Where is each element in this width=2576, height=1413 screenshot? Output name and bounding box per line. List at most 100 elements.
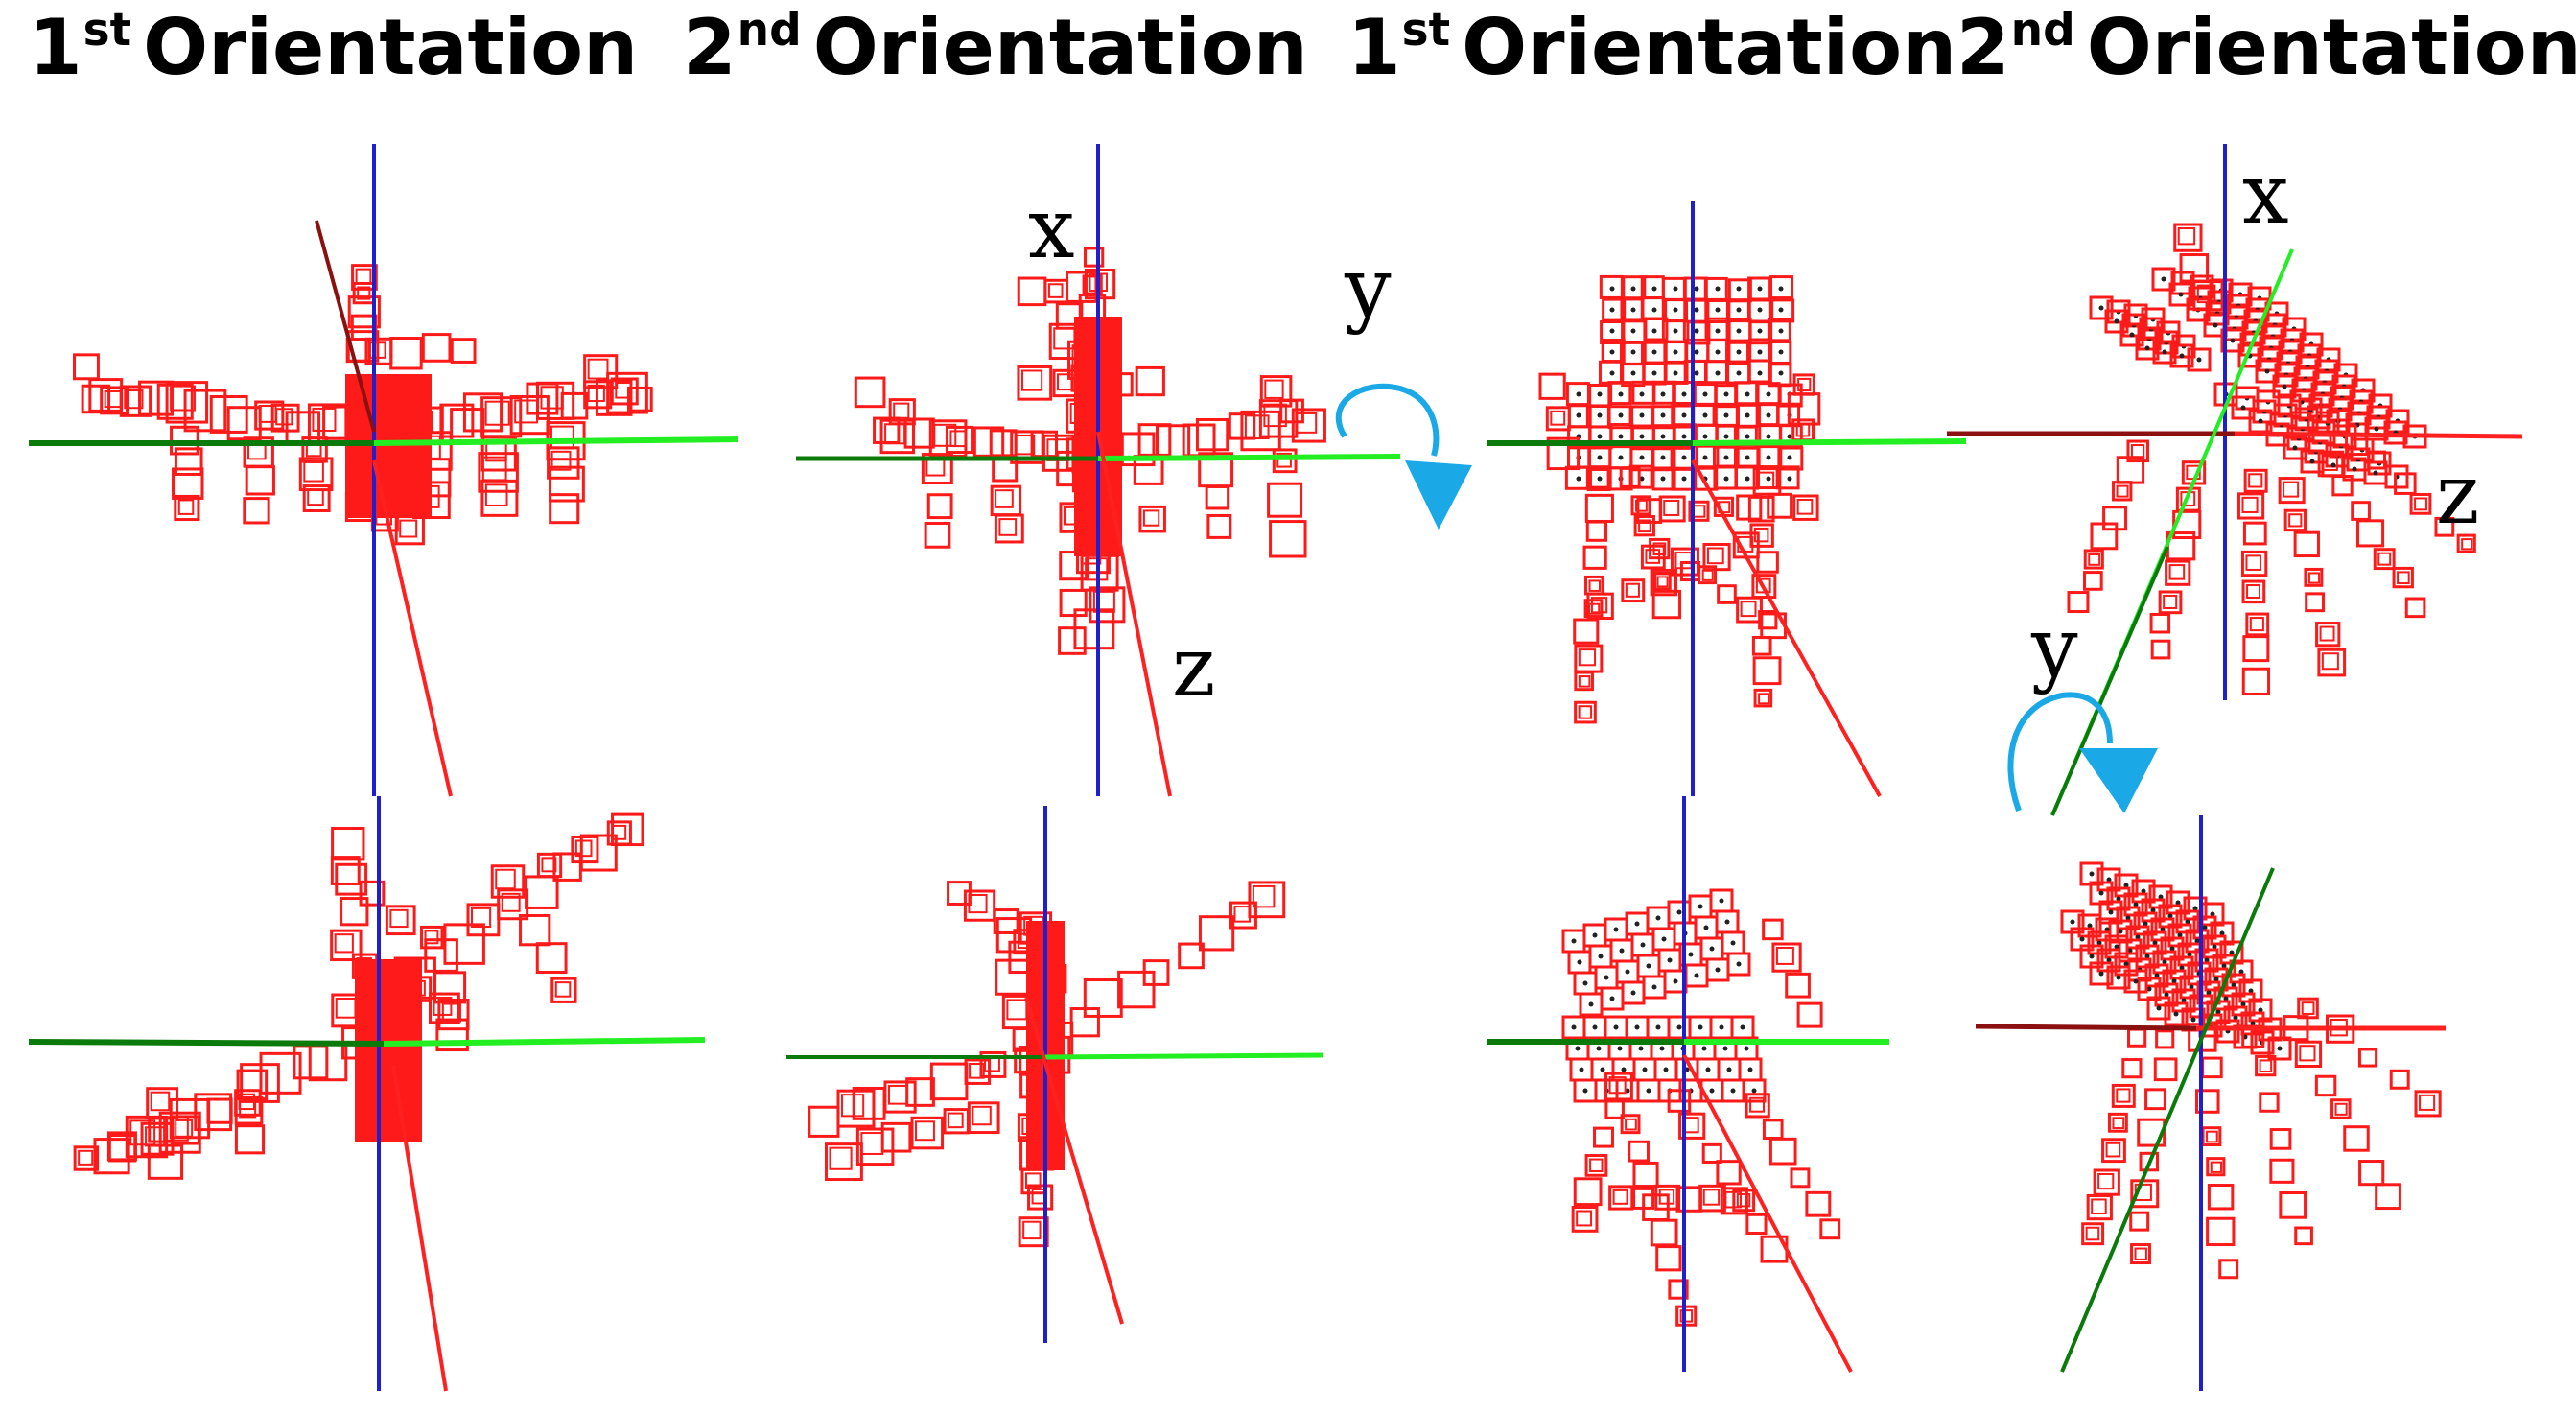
- voxel-group: [2149, 460, 2207, 660]
- voxel-box: [335, 998, 357, 1019]
- voxel-box: [2307, 572, 2321, 584]
- voxel-dot: [1609, 328, 1615, 334]
- voxel-box: [1654, 1184, 1681, 1211]
- voxel-box: [929, 1062, 969, 1101]
- voxel-box: [1651, 466, 1676, 491]
- voxel-group: [1619, 466, 1682, 620]
- voxel-box: [307, 403, 348, 443]
- voxel-dot: [1597, 455, 1603, 460]
- voxel-box: [1740, 601, 1757, 618]
- voxel-dot: [2098, 890, 2104, 896]
- voxel-box: [1658, 1189, 1675, 1205]
- chair-1st-orientation-bottom: [1487, 796, 1966, 1373]
- voxel-box: [1745, 1213, 1768, 1236]
- voxel-dot: [1646, 963, 1651, 969]
- voxel-box: [933, 423, 957, 447]
- voxel-group: [146, 1087, 184, 1180]
- voxel-box: [2377, 552, 2392, 566]
- voxel-dot: [1745, 476, 1750, 482]
- voxel-dot: [1575, 1046, 1581, 1051]
- voxel-box: [1252, 884, 1276, 908]
- voxel-box: [1229, 901, 1257, 930]
- voxel-dot: [1597, 412, 1603, 418]
- voxel-box: [824, 1142, 863, 1182]
- voxel-box: [2112, 1117, 2125, 1130]
- voxel-dot: [2141, 888, 2146, 894]
- voxel-box: [836, 1089, 876, 1128]
- voxel-group: [947, 881, 1040, 955]
- voxel-dot: [1582, 980, 1588, 986]
- voxel-block: [2060, 909, 2148, 994]
- voxel-box: [2220, 328, 2245, 353]
- voxel-dot: [1747, 1067, 1753, 1072]
- voxel-box: [88, 378, 124, 412]
- voxel-box: [357, 286, 371, 300]
- voxel-box: [860, 1132, 884, 1155]
- voxel-box: [852, 1086, 886, 1120]
- voxel-box: [535, 381, 575, 420]
- voxel-box: [2299, 1045, 2316, 1062]
- voxel-dot: [1655, 915, 1661, 921]
- voxel-dot: [1703, 925, 1709, 930]
- voxel-dot: [1698, 1024, 1703, 1030]
- voxel-dot: [2240, 1001, 2246, 1007]
- voxel-box: [2139, 1151, 2160, 1172]
- voxel-box: [1749, 523, 1774, 548]
- voxel-box: [1768, 1137, 1797, 1166]
- voxel-dot: [1613, 927, 1619, 932]
- voxel-box: [1701, 1142, 1722, 1164]
- voxel-dot: [1596, 1046, 1602, 1051]
- voxel-box: [2434, 516, 2455, 537]
- voxel-dot: [1705, 1067, 1711, 1072]
- voxel-dot: [1625, 1088, 1630, 1094]
- voxel-group: [73, 353, 124, 412]
- voxel-box: [2246, 584, 2261, 599]
- voxel-dot: [2258, 1007, 2263, 1013]
- voxel-box: [873, 416, 901, 444]
- voxel-box: [1651, 589, 1682, 620]
- voxel-box: [1715, 424, 1740, 449]
- voxel-box: [1736, 596, 1763, 624]
- voxel-box: [2259, 1092, 2280, 1113]
- voxel-box: [2107, 1112, 2128, 1133]
- voxel-box: [2279, 1190, 2307, 1219]
- voxel-box: [1736, 1192, 1751, 1208]
- voxel-group: [2236, 468, 2271, 695]
- voxel-group: [2317, 450, 2426, 619]
- voxel-dot: [1597, 476, 1603, 482]
- voxel-dot: [1646, 1088, 1651, 1094]
- voxel-box: [1593, 1126, 1614, 1148]
- voxel-box: [509, 394, 550, 436]
- voxel-dot: [2175, 900, 2181, 906]
- voxel-dot: [1766, 412, 1771, 418]
- voxel-box: [478, 452, 519, 493]
- voxel-dot: [1724, 919, 1730, 925]
- voxel-box: [1067, 340, 1108, 380]
- voxel-block: [2089, 295, 2212, 372]
- voxel-dot: [2330, 462, 2336, 468]
- voxel-dot: [1625, 969, 1630, 975]
- axis-line-green: [2050, 546, 2169, 816]
- voxel-box: [480, 479, 519, 517]
- voxel-box: [330, 929, 363, 962]
- voxel-box: [1607, 381, 1632, 406]
- voxel-box: [1057, 373, 1074, 391]
- voxel-dot: [2173, 1011, 2179, 1017]
- voxel-box: [1092, 590, 1115, 613]
- voxel-group: [1538, 372, 1581, 471]
- voxel-box: [1726, 952, 1751, 977]
- voxel-box: [2269, 1158, 2295, 1184]
- voxel-box: [385, 905, 416, 936]
- voxel-box: [1069, 402, 1091, 424]
- voxel-box: [1663, 499, 1680, 516]
- voxel-box: [2375, 1183, 2401, 1211]
- voxel-box: [239, 1100, 257, 1119]
- voxel-box: [905, 1077, 935, 1107]
- voxel-group: [2081, 1027, 2147, 1246]
- voxel-box: [1644, 317, 1669, 341]
- voxel-dot: [1673, 349, 1678, 355]
- voxel-dot: [1694, 307, 1699, 313]
- voxel-box: [175, 1119, 194, 1138]
- voxel-box: [170, 385, 196, 412]
- voxel-dot: [2161, 276, 2166, 282]
